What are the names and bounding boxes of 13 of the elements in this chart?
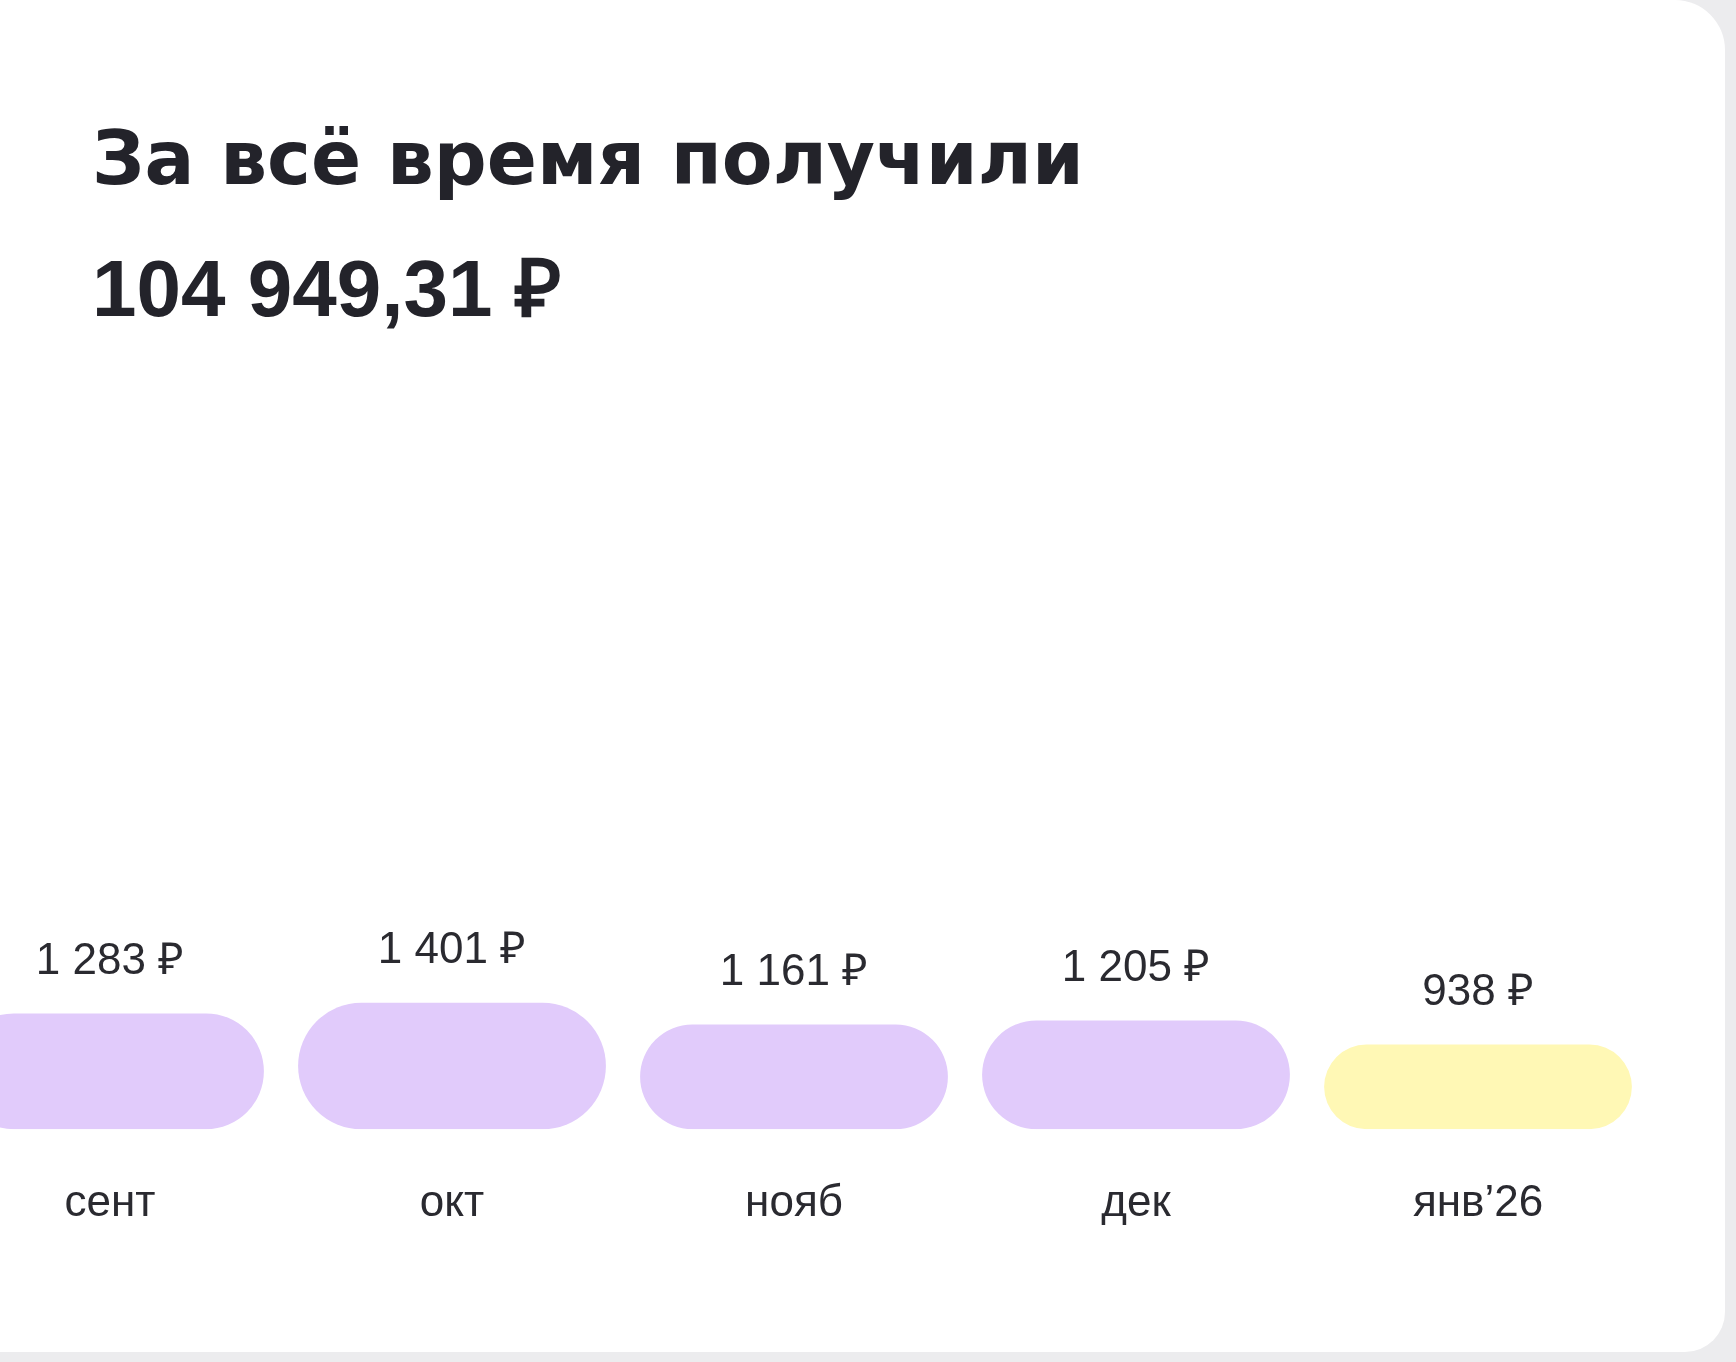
- x-tick-label: нояб: [745, 1175, 843, 1225]
- x-tick-label: окт: [419, 1175, 485, 1225]
- x-tick-label: янв’26: [1412, 1175, 1544, 1225]
- data-label: 1 161 ₽: [719, 944, 869, 994]
- chart-subtitle: 104 949,31 ₽: [92, 243, 562, 335]
- data-label: 1 401 ₽: [377, 922, 527, 972]
- x-tick-label: дек: [1101, 1175, 1172, 1225]
- data-label: 1 283 ₽: [35, 933, 185, 983]
- data-label: 1 205 ₽: [1061, 940, 1211, 990]
- bar: [1324, 1044, 1632, 1130]
- data-label: 938 ₽: [1422, 964, 1534, 1014]
- x-tick-label: сент: [64, 1175, 156, 1225]
- chart-title: За всё время получили: [92, 115, 1084, 201]
